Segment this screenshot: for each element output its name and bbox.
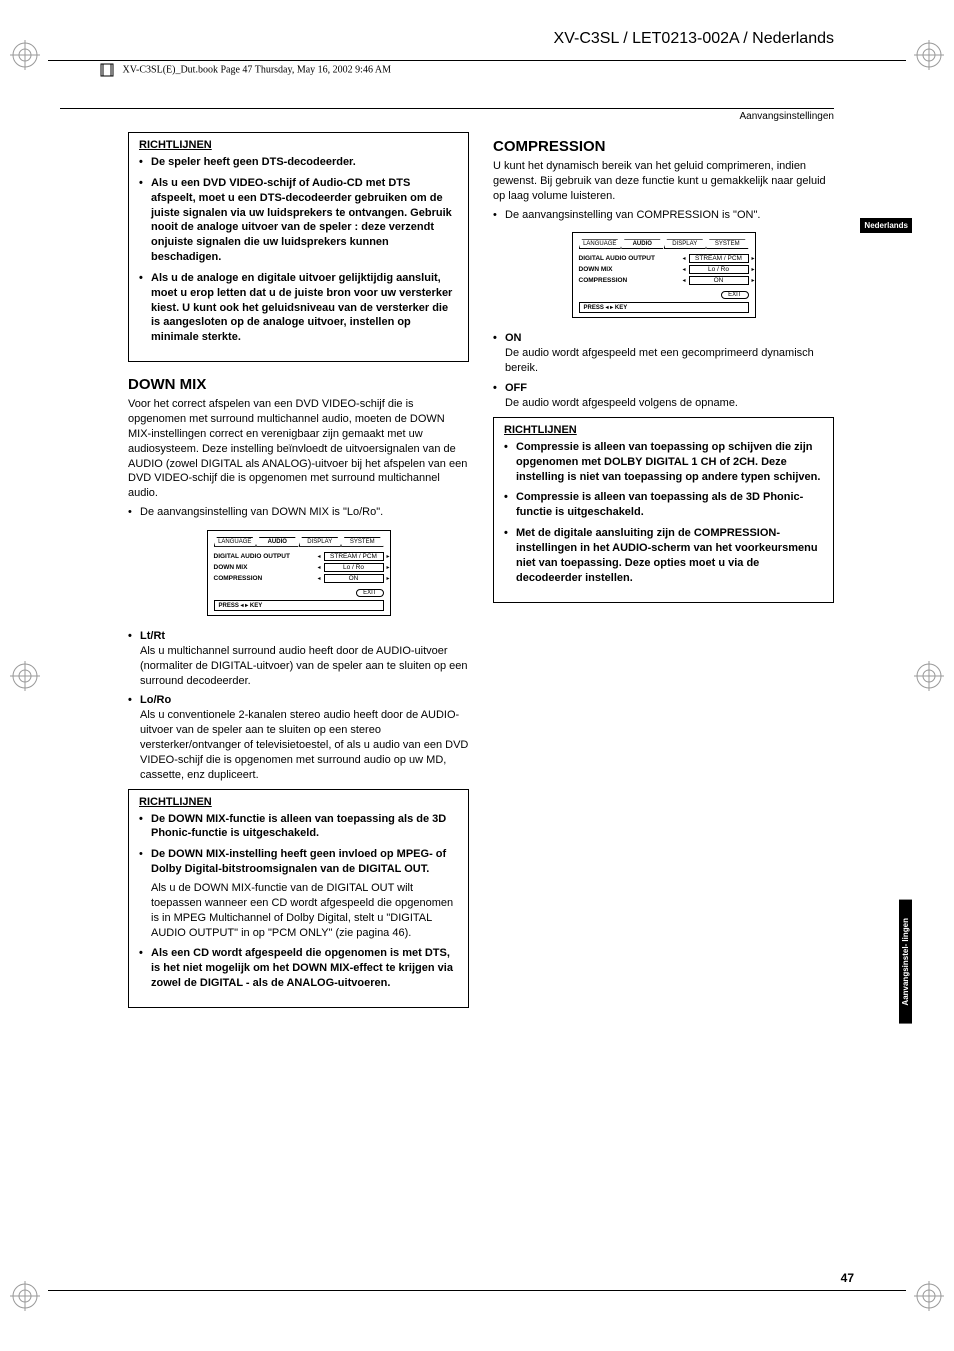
guideline-item: Als een CD wordt afgespeeld die opgenome… <box>139 946 458 991</box>
option-label: OFF <box>493 382 834 394</box>
menu-exit: EXIT <box>721 291 748 299</box>
book-icon <box>100 63 114 77</box>
menu-figure-downmix: LANGUAGE AUDIO DISPLAY SYSTEM DIGITAL AU… <box>207 530 391 616</box>
guideline-item: De DOWN MIX-instelling heeft geen invloe… <box>139 847 458 940</box>
menu-row-value: Lo / Ro <box>324 563 384 572</box>
right-column: COMPRESSION U kunt het dynamisch bereik … <box>493 132 834 1022</box>
option-desc: De audio wordt afgespeeld met een gecomp… <box>493 346 834 376</box>
menu-row-label: COMPRESSION <box>214 575 263 582</box>
crop-line <box>48 60 906 61</box>
crop-line <box>48 1290 906 1291</box>
menu-tab: AUDIO <box>256 537 299 547</box>
menu-row-value: Lo / Ro <box>689 265 749 274</box>
left-column: RICHTLIJNEN De speler heeft geen DTS-dec… <box>128 132 469 1022</box>
menu-row-value: STREAM / PCM <box>689 254 749 263</box>
side-tab-language: Nederlands <box>860 218 912 233</box>
menu-row-label: COMPRESSION <box>579 277 628 284</box>
menu-row-value: ON <box>689 276 749 285</box>
option-desc: Als u conventionele 2-kanalen stereo aud… <box>128 708 469 782</box>
guidelines-box-2: RICHTLIJNEN De DOWN MIX-functie is allee… <box>128 789 469 1008</box>
registration-mark-icon <box>914 1281 944 1311</box>
menu-row-value: ON <box>324 574 384 583</box>
guideline-bold-part: De DOWN MIX-instelling heeft geen invloe… <box>151 848 446 875</box>
box-title: RICHTLIJNEN <box>139 139 458 151</box>
option-label: Lt/Rt <box>128 630 469 642</box>
box-title: RICHTLIJNEN <box>504 424 823 436</box>
registration-mark-icon <box>10 661 40 691</box>
guidelines-box-1: RICHTLIJNEN De speler heeft geen DTS-dec… <box>128 132 469 362</box>
compression-intro: U kunt het dynamisch bereik van het gelu… <box>493 159 834 204</box>
compression-default: De aanvangsinstelling van COMPRESSION is… <box>493 208 834 223</box>
downmix-heading: DOWN MIX <box>128 376 469 393</box>
guideline-plain-part: Als u de DOWN MIX-functie van de DIGITAL… <box>151 881 458 940</box>
menu-row-label: DOWN MIX <box>214 564 248 571</box>
page-number: 47 <box>841 1271 854 1285</box>
guideline-item: Als u een DVD VIDEO-schijf of Audio-CD m… <box>139 176 458 265</box>
option-desc: De audio wordt afgespeeld volgens de opn… <box>493 396 834 411</box>
menu-tab: LANGUAGE <box>579 239 622 249</box>
menu-tab: LANGUAGE <box>214 537 257 547</box>
option-label: ON <box>493 332 834 344</box>
downmix-intro: Voor het correct afspelen van een DVD VI… <box>128 397 469 501</box>
option-label: Lo/Ro <box>128 694 469 706</box>
menu-press-hint: PRESS ◂ ▸ KEY <box>214 600 384 611</box>
menu-figure-compression: LANGUAGE AUDIO DISPLAY SYSTEM DIGITAL AU… <box>572 232 756 318</box>
menu-tab: SYSTEM <box>341 537 384 547</box>
side-tab-section: Aanvangsinstel- lingen <box>899 900 912 1024</box>
guideline-item: Als u de analoge en digitale uitvoer gel… <box>139 271 458 345</box>
guidelines-box-3: RICHTLIJNEN Compressie is alleen van toe… <box>493 417 834 603</box>
menu-row-label: DIGITAL AUDIO OUTPUT <box>579 255 655 262</box>
downmix-default: De aanvangsinstelling van DOWN MIX is "L… <box>128 505 469 520</box>
document-header: XV-C3SL / LET0213-002A / Nederlands <box>60 30 834 48</box>
menu-tab: SYSTEM <box>706 239 749 249</box>
menu-press-hint: PRESS ◂ ▸ KEY <box>579 302 749 313</box>
registration-mark-icon <box>10 40 40 70</box>
menu-tab: AUDIO <box>621 239 664 249</box>
menu-tab: DISPLAY <box>299 537 342 547</box>
registration-mark-icon <box>914 661 944 691</box>
guideline-item: Compressie is alleen van toepassing op s… <box>504 440 823 485</box>
book-meta-text: XV-C3SL(E)_Dut.book Page 47 Thursday, Ma… <box>123 64 392 75</box>
book-meta: XV-C3SL(E)_Dut.book Page 47 Thursday, Ma… <box>100 63 391 77</box>
menu-row-label: DOWN MIX <box>579 266 613 273</box>
guideline-item: De DOWN MIX-functie is alleen van toepas… <box>139 812 458 842</box>
menu-row-label: DIGITAL AUDIO OUTPUT <box>214 553 290 560</box>
menu-tab: DISPLAY <box>664 239 707 249</box>
section-label: Aanvangsinstellingen <box>60 108 834 122</box>
guideline-item: De speler heeft geen DTS-decodeerder. <box>139 155 458 170</box>
menu-row-value: STREAM / PCM <box>324 552 384 561</box>
menu-exit: EXIT <box>356 589 383 597</box>
option-desc: Als u multichannel surround audio heeft … <box>128 644 469 689</box>
registration-mark-icon <box>914 40 944 70</box>
guideline-item: Compressie is alleen van toepassing als … <box>504 490 823 520</box>
registration-mark-icon <box>10 1281 40 1311</box>
box-title: RICHTLIJNEN <box>139 796 458 808</box>
compression-heading: COMPRESSION <box>493 138 834 155</box>
guideline-item: Met de digitale aansluiting zijn de COMP… <box>504 526 823 585</box>
